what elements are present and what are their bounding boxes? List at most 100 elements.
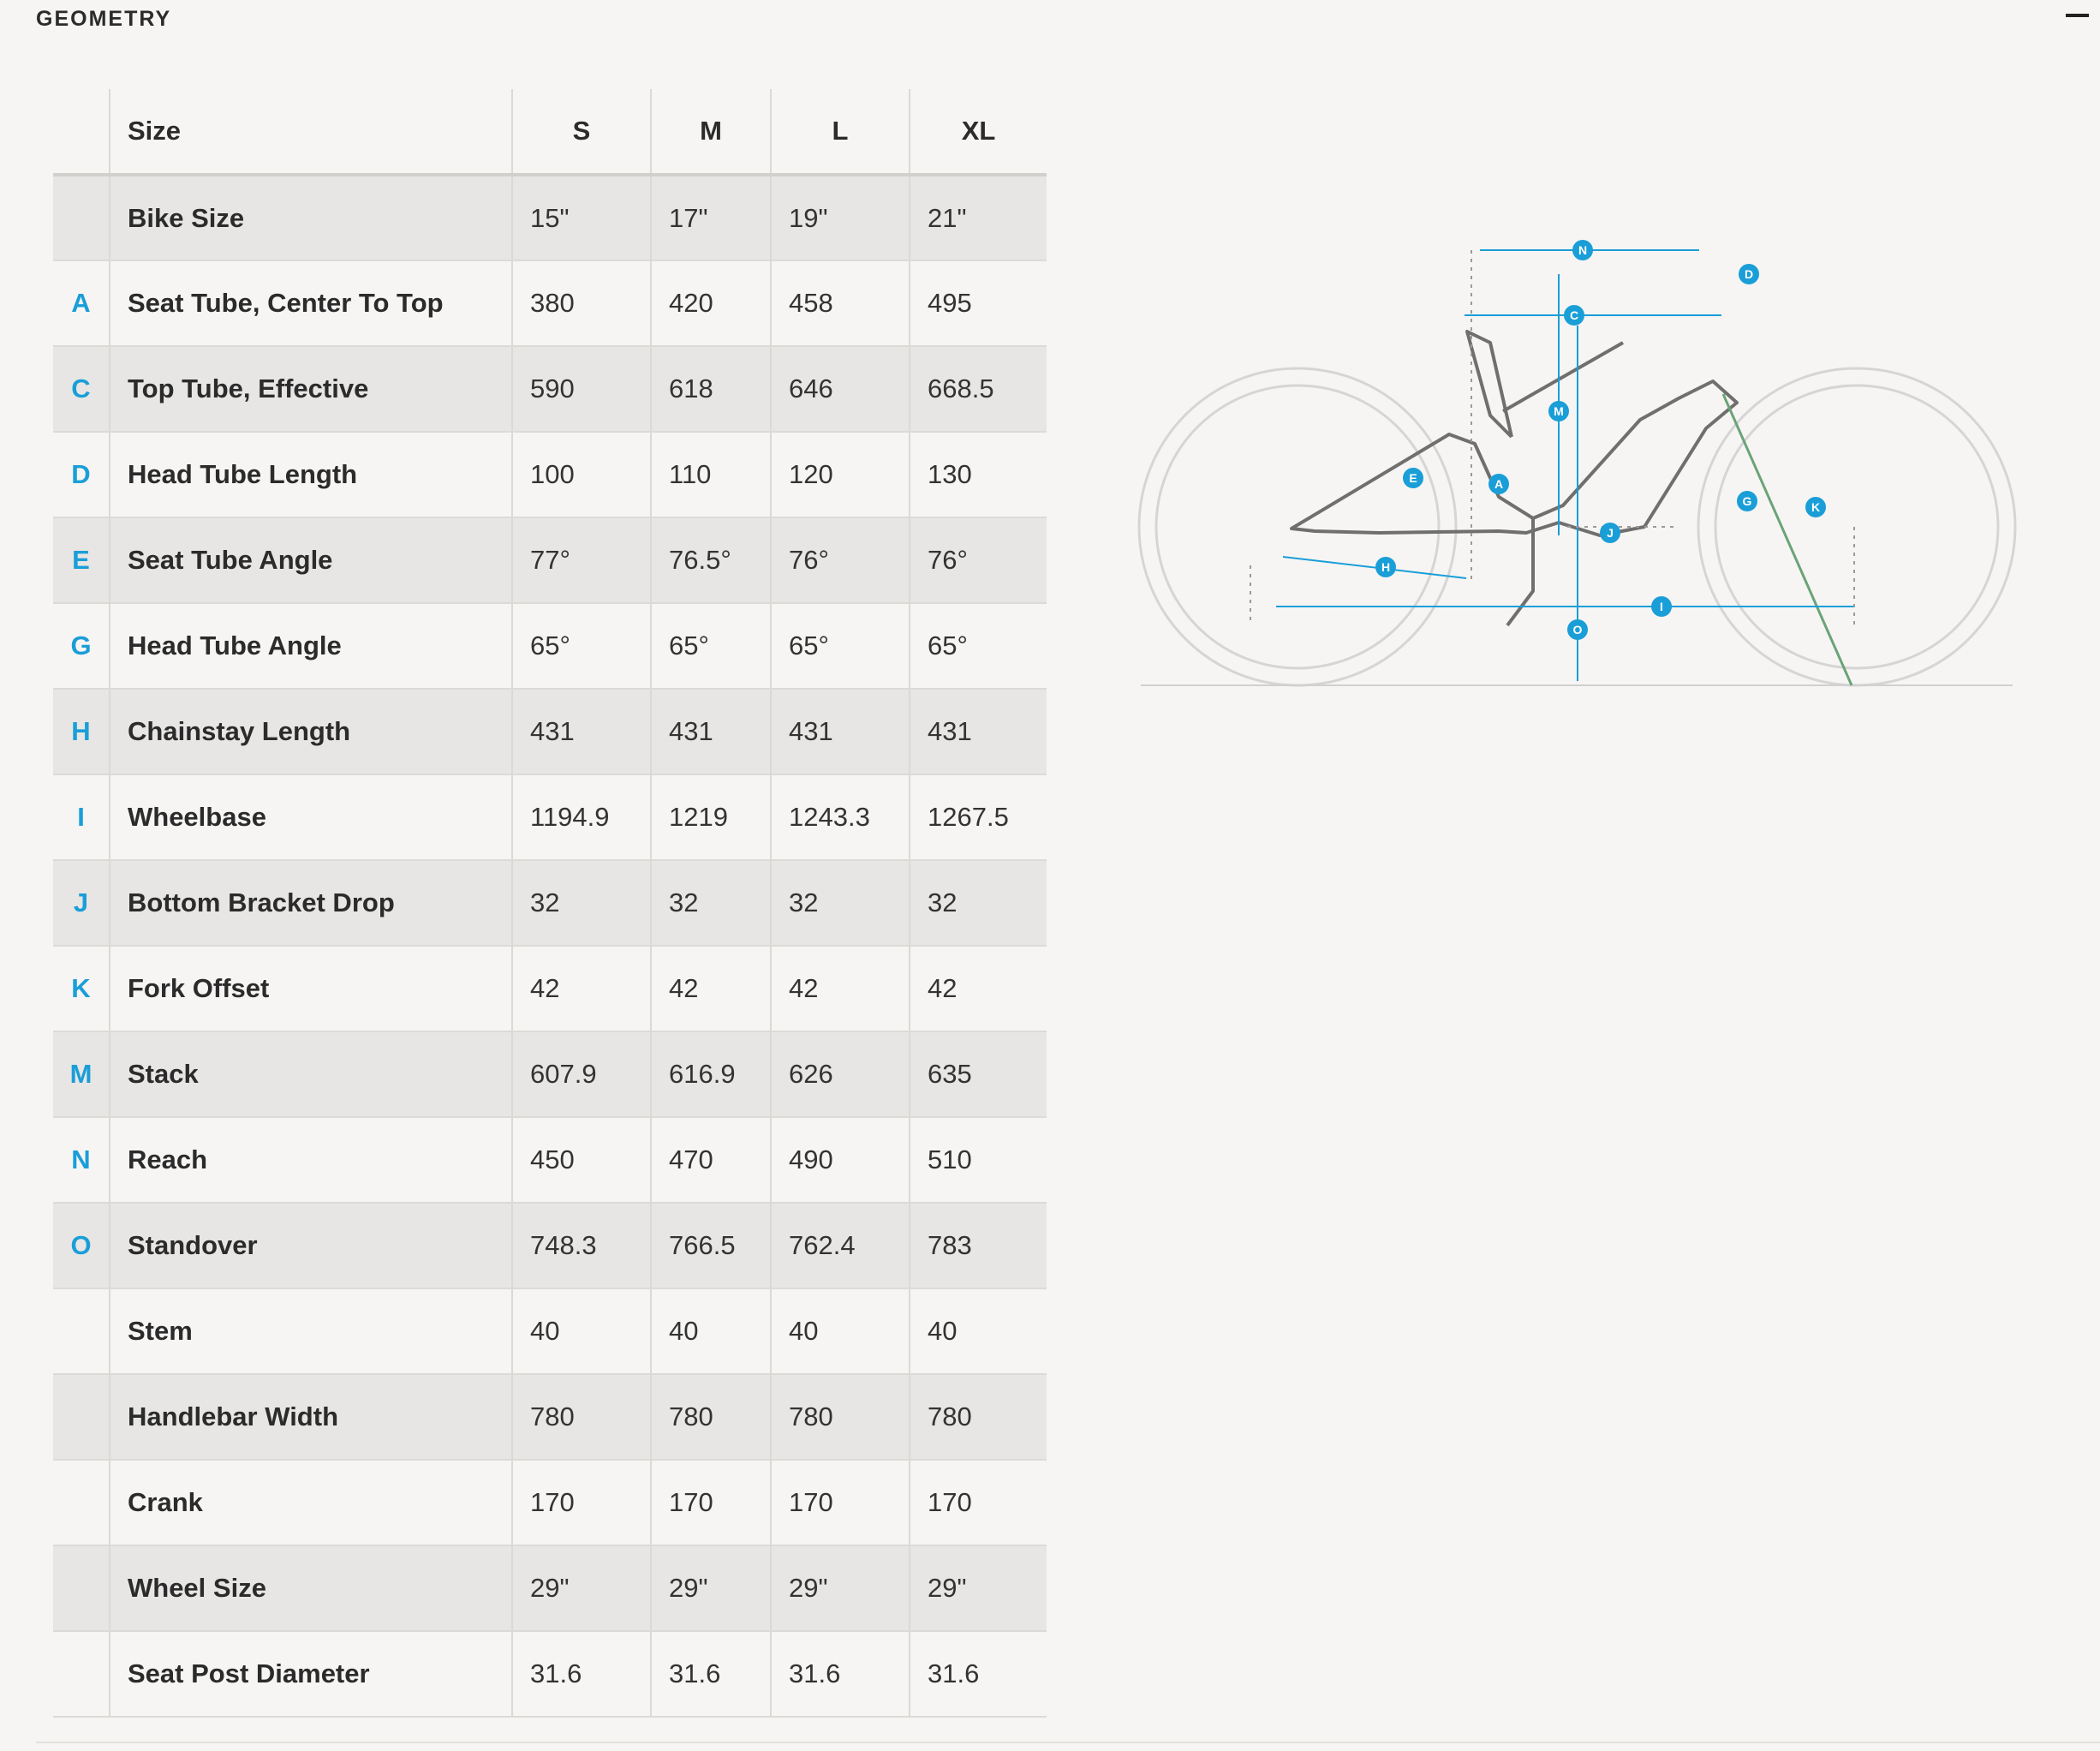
row-value-xl: 510 (910, 1117, 1047, 1204)
row-value-m: 76.5° (651, 517, 772, 604)
row-value-xl: 431 (910, 689, 1047, 775)
row-letter (53, 1288, 110, 1375)
row-value-m: 40 (651, 1288, 772, 1375)
row-value-l: 646 (771, 346, 910, 433)
table-row: K Fork Offset 42 42 42 42 (53, 946, 1047, 1032)
marker-i-label: I (1660, 600, 1663, 613)
row-value-xl: 780 (910, 1374, 1047, 1461)
table-row: I Wheelbase 1194.9 1219 1243.3 1267.5 (53, 774, 1047, 861)
row-value-s: 450 (512, 1117, 652, 1204)
row-value-s: 748.3 (512, 1203, 652, 1289)
row-value-xl: 42 (910, 946, 1047, 1032)
row-label: Head Tube Length (110, 432, 513, 518)
row-value-s: 31.6 (512, 1631, 652, 1718)
row-value-m: 1219 (651, 774, 772, 861)
row-value-m: 42 (651, 946, 772, 1032)
row-value-m: 29" (651, 1545, 772, 1632)
row-letter: A (53, 260, 110, 347)
row-value-s: 1194.9 (512, 774, 652, 861)
marker-a-badge (1488, 474, 1509, 494)
header-size-s: S (512, 89, 652, 175)
row-label: Bike Size (110, 175, 513, 261)
row-value-m: 780 (651, 1374, 772, 1461)
row-value-s: 431 (512, 689, 652, 775)
marker-n-label: N (1578, 243, 1587, 257)
table-row: Handlebar Width 780 780 780 780 (53, 1374, 1047, 1461)
marker-c-label: C (1570, 308, 1578, 322)
geometry-table: Size S M L XL Bike Size 15" 17" 19" 21" A Seat… (53, 89, 1047, 1718)
marker-k-badge (1805, 497, 1826, 517)
row-value-l: 626 (771, 1031, 910, 1118)
collapse-icon[interactable] (2066, 14, 2089, 17)
row-value-l: 40 (771, 1288, 910, 1375)
marker-o-label: O (1573, 623, 1583, 636)
row-letter: D (53, 432, 110, 518)
row-value-xl: 783 (910, 1203, 1047, 1289)
row-letter: K (53, 946, 110, 1032)
row-letter: N (53, 1117, 110, 1204)
row-value-xl: 21" (910, 175, 1047, 261)
row-label: Wheel Size (110, 1545, 513, 1632)
row-value-m: 17" (651, 175, 772, 261)
row-value-l: 458 (771, 260, 910, 347)
marker-g-label: G (1743, 494, 1752, 508)
bottom-divider (36, 1742, 2100, 1743)
row-value-l: 31.6 (771, 1631, 910, 1718)
table-row: N Reach 450 470 490 510 (53, 1117, 1047, 1204)
row-letter: E (53, 517, 110, 604)
marker-i-badge (1651, 596, 1672, 617)
marker-m-label: M (1554, 404, 1564, 418)
row-value-xl: 1267.5 (910, 774, 1047, 861)
row-letter (53, 175, 110, 261)
row-value-m: 616.9 (651, 1031, 772, 1118)
table-row: Seat Post Diameter 31.6 31.6 31.6 31.6 (53, 1631, 1047, 1718)
row-label: Standover (110, 1203, 513, 1289)
header-size-l: L (771, 89, 910, 175)
marker-e-label: E (1409, 471, 1417, 485)
row-value-l: 120 (771, 432, 910, 518)
row-value-l: 780 (771, 1374, 910, 1461)
row-value-m: 420 (651, 260, 772, 347)
table-row: D Head Tube Length 100 110 120 130 (53, 432, 1047, 518)
marker-j-label: J (1607, 526, 1614, 540)
header-size-m: M (651, 89, 772, 175)
row-value-xl: 635 (910, 1031, 1047, 1118)
row-label: Stem (110, 1288, 513, 1375)
row-label: Stack (110, 1031, 513, 1118)
table-row: Crank 170 170 170 170 (53, 1460, 1047, 1546)
row-label: Reach (110, 1117, 513, 1204)
row-value-xl: 31.6 (910, 1631, 1047, 1718)
row-label: Seat Tube, Center To Top (110, 260, 513, 347)
marker-a-label: A (1494, 477, 1503, 491)
row-label: Seat Post Diameter (110, 1631, 513, 1718)
row-letter (53, 1631, 110, 1718)
row-value-m: 431 (651, 689, 772, 775)
row-value-s: 590 (512, 346, 652, 433)
row-letter (53, 1460, 110, 1546)
row-value-l: 29" (771, 1545, 910, 1632)
row-value-l: 170 (771, 1460, 910, 1546)
table-row: Wheel Size 29" 29" 29" 29" (53, 1545, 1047, 1632)
marker-m-badge (1548, 401, 1569, 421)
row-value-l: 762.4 (771, 1203, 910, 1289)
row-label: Chainstay Length (110, 689, 513, 775)
marker-c-badge (1564, 305, 1584, 326)
table-row: H Chainstay Length 431 431 431 431 (53, 689, 1047, 775)
row-value-m: 31.6 (651, 1631, 772, 1718)
table-row: O Standover 748.3 766.5 762.4 783 (53, 1203, 1047, 1289)
table-row: C Top Tube, Effective 590 618 646 668.5 (53, 346, 1047, 433)
section-title: GEOMETRY (36, 7, 172, 31)
row-letter: O (53, 1203, 110, 1289)
row-value-l: 490 (771, 1117, 910, 1204)
marker-d-label: D (1745, 267, 1753, 281)
marker-e-badge (1403, 468, 1423, 488)
row-value-xl: 32 (910, 860, 1047, 947)
row-value-xl: 170 (910, 1460, 1047, 1546)
rear-wheel-inner (1154, 384, 1441, 670)
row-value-s: 780 (512, 1374, 652, 1461)
marker-n-badge (1572, 240, 1593, 260)
table-row: Stem 40 40 40 40 (53, 1288, 1047, 1375)
marker-j-badge (1600, 523, 1620, 543)
row-label: Bottom Bracket Drop (110, 860, 513, 947)
row-value-l: 431 (771, 689, 910, 775)
